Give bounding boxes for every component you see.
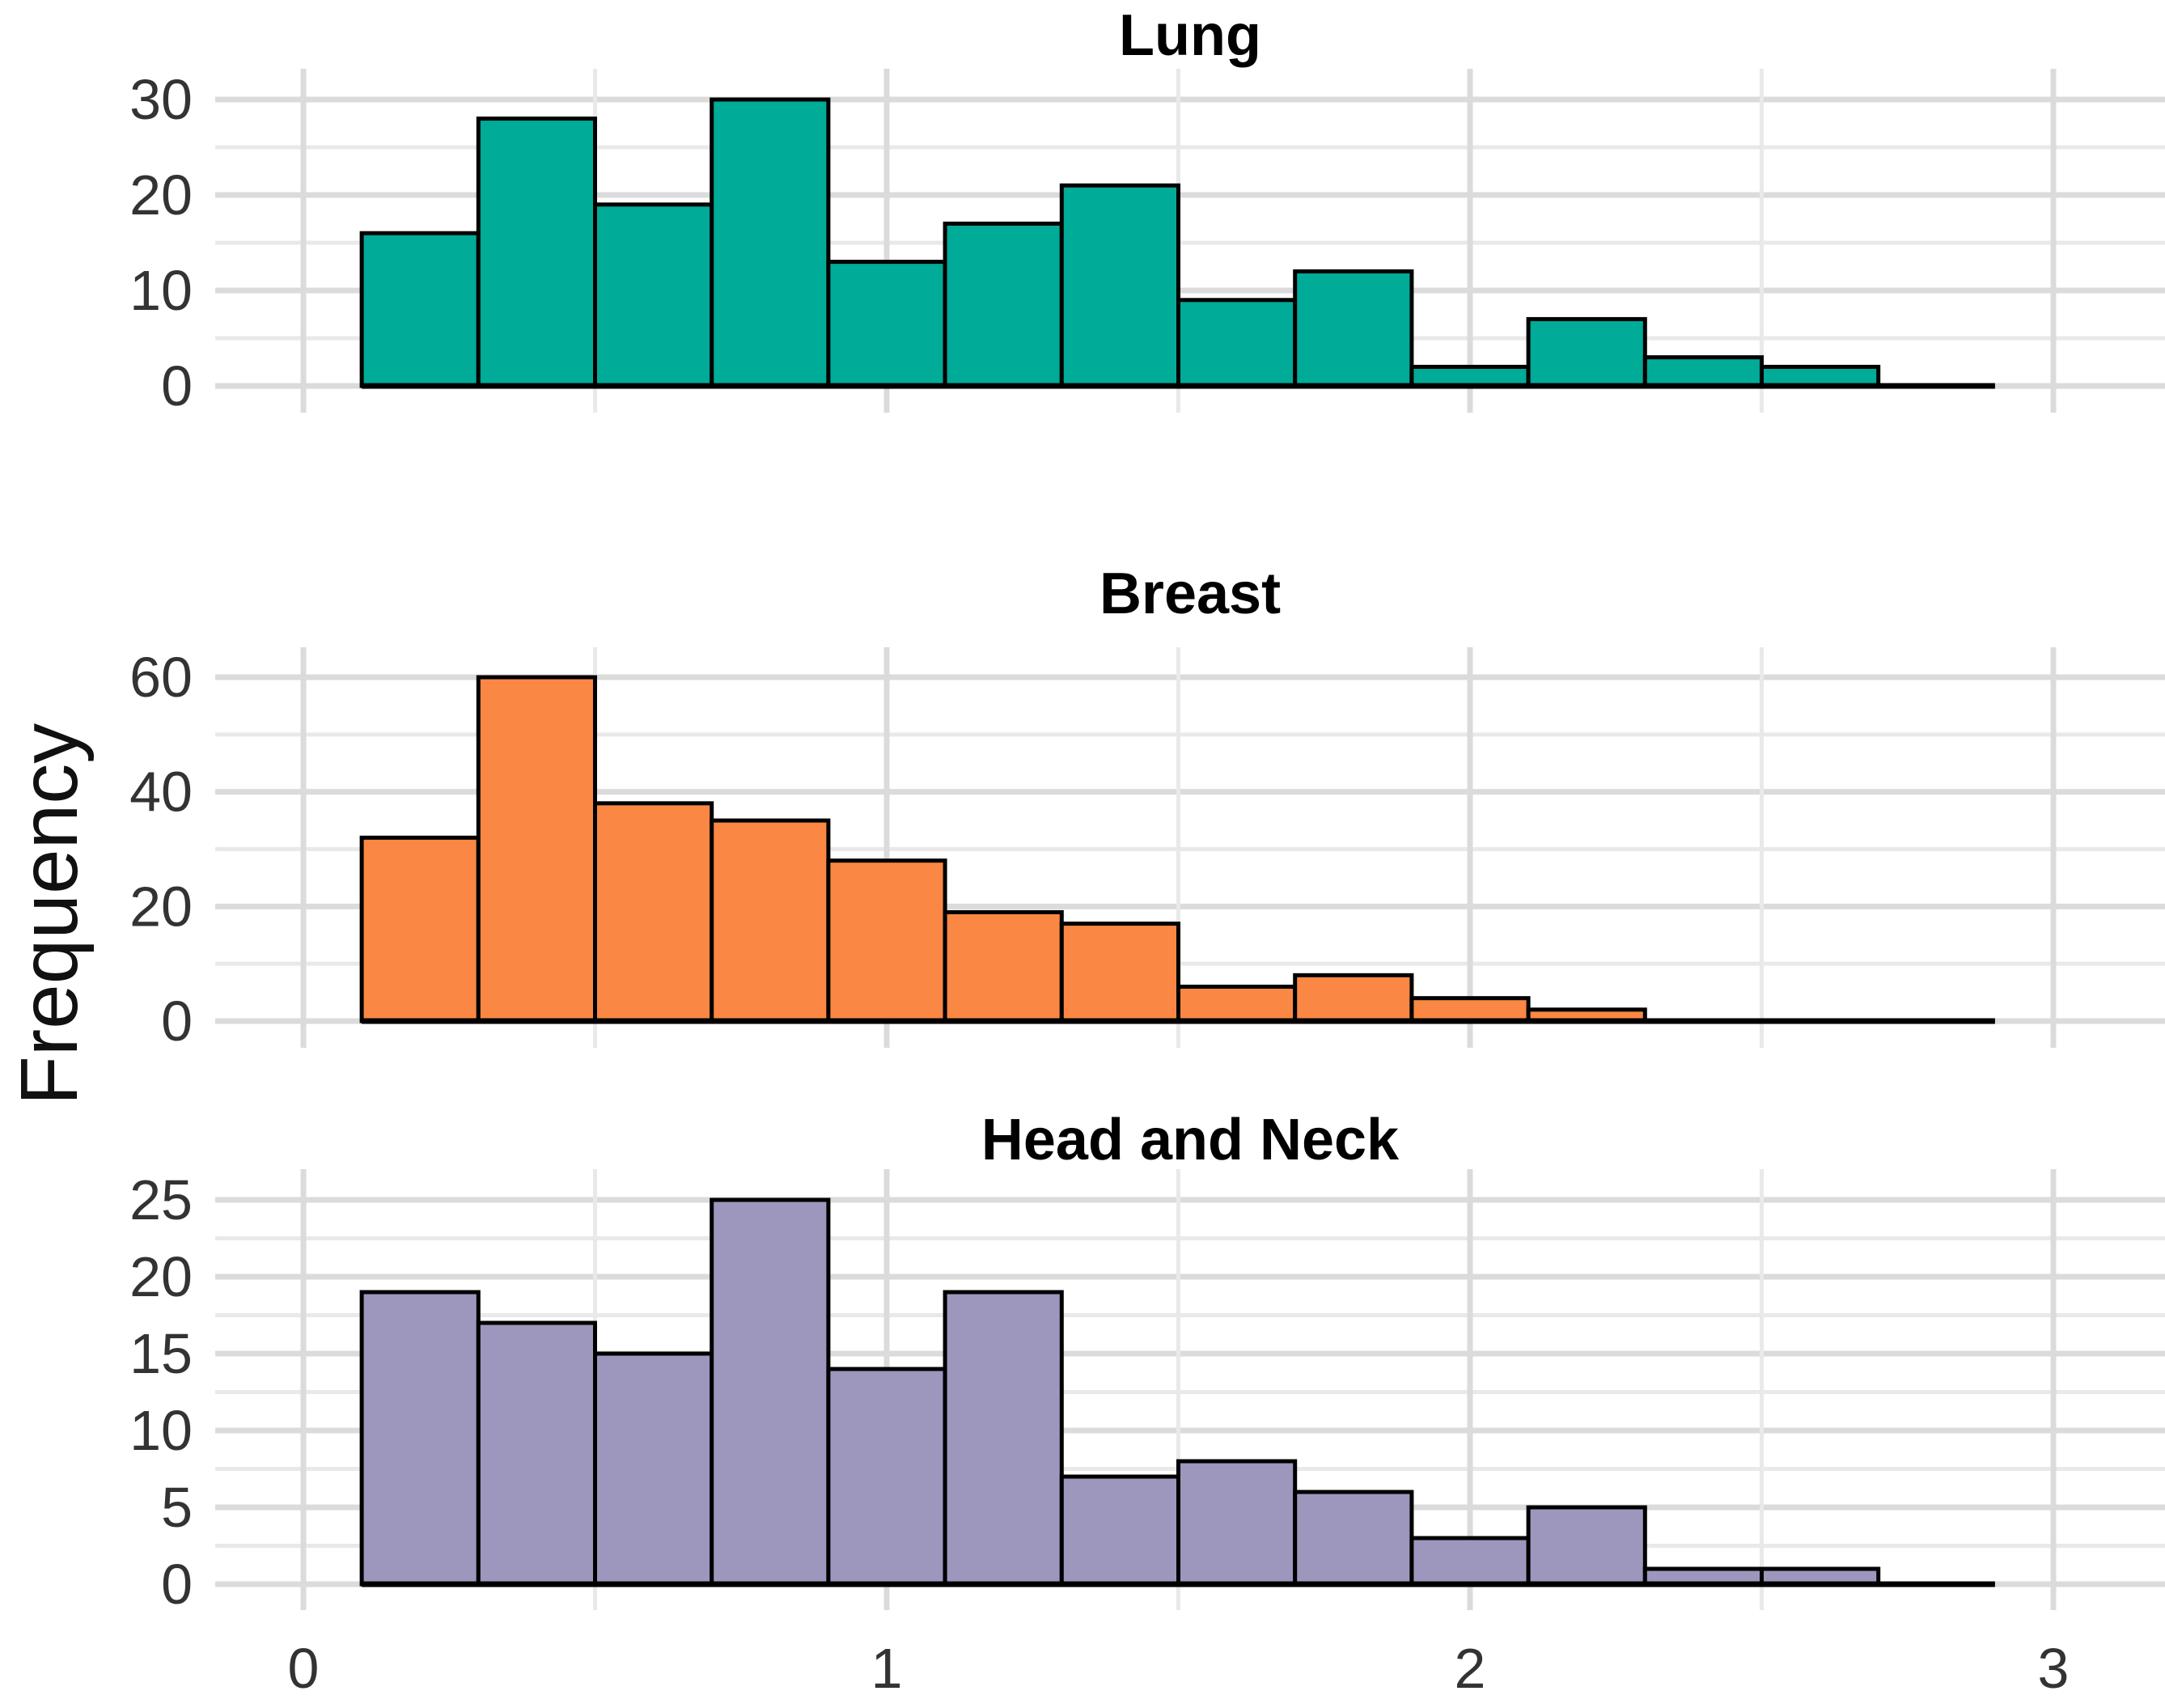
histogram-bar xyxy=(943,1290,1064,1587)
histogram-bar xyxy=(710,1197,831,1587)
histogram-bar xyxy=(476,1320,597,1587)
histogram-bar xyxy=(1409,364,1531,388)
y-tick-label: 20 xyxy=(129,1245,193,1308)
histogram-bar xyxy=(593,202,714,388)
histogram-bar xyxy=(359,835,481,1024)
histogram-bar xyxy=(710,97,831,388)
histogram-bar xyxy=(1760,364,1881,388)
y-tick-label: 10 xyxy=(129,259,193,322)
x-tick-label: 2 xyxy=(1455,1637,1486,1700)
histogram-bar xyxy=(1409,1536,1531,1587)
histogram-bar xyxy=(1059,922,1181,1024)
histogram-bar xyxy=(359,1290,481,1587)
x-tick-label: 3 xyxy=(2038,1637,2070,1700)
histogram-bar xyxy=(1526,316,1647,388)
histogram-bar xyxy=(826,858,947,1024)
y-tick-label: 15 xyxy=(129,1322,193,1385)
histogram-bar xyxy=(1293,973,1414,1024)
histogram-bar xyxy=(1176,298,1298,388)
histogram-bar xyxy=(1526,1505,1647,1587)
y-tick-label: 0 xyxy=(161,1553,193,1616)
histogram-bar xyxy=(943,909,1064,1024)
y-tick-label: 20 xyxy=(129,875,193,938)
histogram-bar xyxy=(943,221,1064,388)
histogram-bar xyxy=(593,801,714,1024)
panel-title: Lung xyxy=(1119,3,1261,68)
histogram-bar xyxy=(593,1351,714,1587)
histogram-bar xyxy=(1176,985,1298,1024)
histogram-bar xyxy=(1059,183,1181,388)
histogram-bar xyxy=(1293,269,1414,388)
histogram-bar xyxy=(826,1367,947,1587)
histogram-bar xyxy=(1642,355,1765,388)
panel-title: Head and Neck xyxy=(981,1108,1400,1172)
y-tick-label: 60 xyxy=(129,646,193,709)
histogram-bar xyxy=(1293,1490,1414,1587)
y-axis-title: Frequency xyxy=(4,723,95,1105)
y-tick-label: 20 xyxy=(129,163,193,227)
histogram-bar xyxy=(826,260,947,388)
y-tick-label: 5 xyxy=(161,1476,193,1539)
histogram-bar xyxy=(359,231,481,388)
histogram-bar xyxy=(1409,996,1531,1024)
histogram-bar xyxy=(710,818,831,1024)
y-tick-label: 25 xyxy=(129,1168,193,1231)
histogram-bar xyxy=(1059,1474,1181,1587)
y-tick-label: 10 xyxy=(129,1399,193,1462)
y-tick-label: 0 xyxy=(161,354,193,417)
panel-title: Breast xyxy=(1099,562,1281,626)
y-tick-label: 0 xyxy=(161,990,193,1053)
y-tick-label: 40 xyxy=(129,761,193,824)
y-tick-label: 30 xyxy=(129,68,193,131)
histogram-bar xyxy=(476,675,597,1024)
histogram-bar xyxy=(1176,1459,1298,1587)
x-tick-label: 1 xyxy=(871,1637,903,1700)
histogram-bar xyxy=(476,117,597,388)
x-tick-label: 0 xyxy=(288,1637,320,1700)
